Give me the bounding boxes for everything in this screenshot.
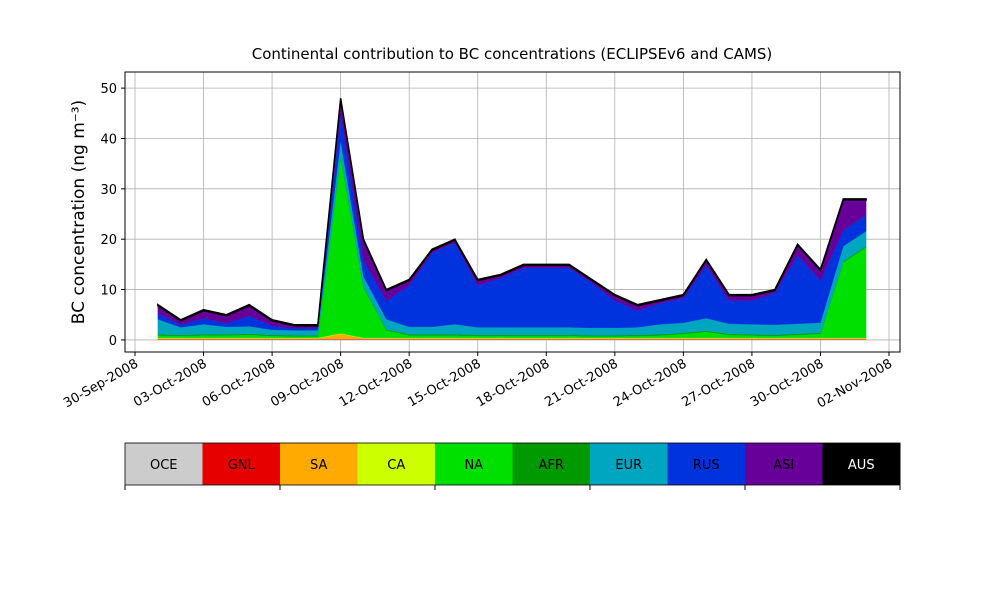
y-axis-label: BC concentration (ng m⁻³) [69, 100, 89, 324]
legend-label: AUS [848, 458, 875, 473]
legend-swatch [745, 443, 823, 485]
y-tick-label: 50 [100, 82, 117, 97]
x-tick-label: 02-Nov-2008 [815, 356, 895, 411]
x-tick-label: 03-Oct-2008 [131, 356, 209, 410]
legend-frame [124, 442, 901, 486]
legend-label: OCE [150, 458, 178, 473]
legend-label: AFR [539, 458, 564, 473]
legend-label: CA [387, 458, 405, 473]
x-tick-label: 24-Oct-2008 [611, 356, 689, 410]
legend-swatch [590, 443, 668, 485]
y-tick-label: 40 [100, 132, 117, 147]
legend-label: EUR [615, 458, 642, 473]
x-tick-label: 30-Sep-2008 [61, 356, 141, 411]
legend-swatch [822, 443, 901, 485]
x-tick-label: 30-Oct-2008 [748, 356, 826, 410]
legend-label: RUS [693, 458, 720, 473]
legend-label: GNL [228, 458, 256, 473]
y-tick-label: 10 [100, 284, 117, 299]
x-tick-label: 06-Oct-2008 [200, 356, 278, 410]
legend-label: SA [310, 458, 327, 473]
legend-label: ASI [773, 458, 794, 473]
y-tick-label: 30 [100, 183, 117, 198]
legend-swatch [125, 443, 203, 485]
x-tick-label: 09-Oct-2008 [268, 356, 346, 410]
legend-swatch [435, 443, 513, 485]
x-tick-label: 27-Oct-2008 [680, 356, 758, 410]
y-tick-label: 20 [100, 233, 117, 248]
legend-swatch [667, 443, 746, 485]
x-tick-label: 18-Oct-2008 [474, 356, 552, 410]
x-tick-label: 15-Oct-2008 [405, 356, 483, 410]
legend-swatch [357, 443, 436, 485]
x-tick-label: 21-Oct-2008 [542, 356, 620, 410]
x-tick-label: 12-Oct-2008 [337, 356, 415, 410]
legend-swatch [512, 443, 591, 485]
y-tick-label: 0 [109, 334, 117, 349]
legend-label: NA [464, 458, 483, 473]
plot-frame [124, 71, 901, 353]
area [157, 98, 867, 327]
legend-swatch [202, 443, 281, 485]
legend-swatch [280, 443, 358, 485]
chart-title: Continental contribution to BC concentra… [252, 45, 773, 63]
